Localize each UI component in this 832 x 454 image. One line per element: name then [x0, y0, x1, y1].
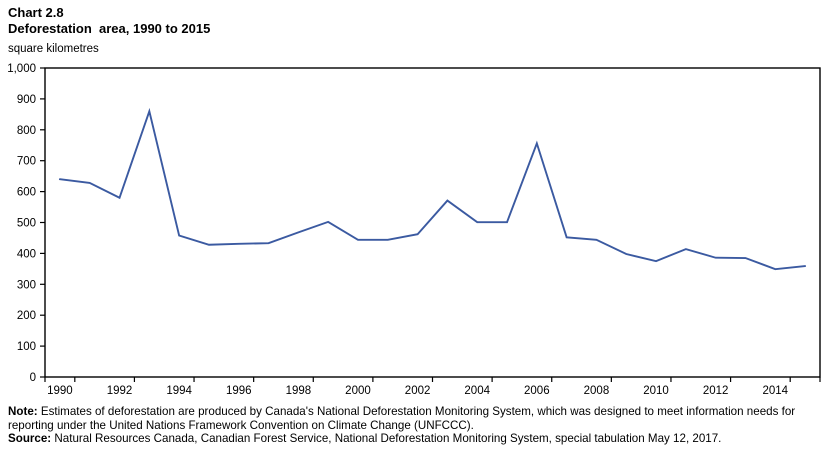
data-series-line	[58, 107, 807, 271]
y-axis-tick-label: 900	[17, 94, 36, 106]
y-axis-tick-label: 600	[17, 187, 36, 199]
y-axis-tick-label: 800	[17, 125, 36, 137]
x-axis-tick-label: 1998	[286, 385, 312, 397]
note-line: Note: Estimates of deforestation are pro…	[8, 405, 826, 432]
x-axis-tick-label: 2004	[464, 385, 490, 397]
deforestation-line-chart: 0 100 200 300 400 500 600 700 800 900 1,000 1990 199…	[7, 63, 821, 397]
x-axis-tick-label: 2006	[524, 385, 550, 397]
source-label: Source:	[8, 432, 52, 446]
x-axis-tick-label: 1992	[107, 385, 133, 397]
y-axis-tick-label: 1,000	[7, 63, 36, 75]
x-axis-tick-label: 2008	[584, 385, 610, 397]
x-axis-tick-label: 1996	[226, 385, 252, 397]
y-axis-tick-label: 400	[17, 248, 36, 260]
page-title: Deforestation area, 1990 to 2015	[8, 21, 211, 36]
x-axis-tick-label: 2012	[703, 385, 729, 397]
x-axis-tick-label: 2002	[405, 385, 431, 397]
x-axis-tick-label: 1994	[166, 385, 192, 397]
y-axis-tick-label: 700	[17, 156, 36, 168]
chart-notes: Note: Estimates of deforestation are pro…	[8, 405, 826, 446]
y-axis-tick-label: 100	[17, 341, 36, 353]
y-axis-tick-label: 300	[17, 279, 36, 291]
y-axis-tick-label: 0	[30, 372, 36, 384]
chart-number: Chart 2.8	[8, 5, 64, 20]
y-axis-tick-label: 200	[17, 310, 36, 322]
x-axis-tick-label: 2000	[345, 385, 371, 397]
x-axis-tick-label: 1990	[47, 385, 73, 397]
y-axis-unit-label: square kilometres	[8, 43, 99, 55]
source-text: Natural Resources Canada, Canadian Fores…	[54, 432, 722, 446]
x-axis-tick-label: 2014	[762, 385, 788, 397]
note-text: Estimates of deforestation are produced …	[8, 405, 796, 432]
note-label: Note:	[8, 405, 38, 418]
source-line: Source: Natural Resources Canada, Canadi…	[8, 432, 826, 446]
plot-border	[44, 67, 821, 378]
y-axis-tick-label: 500	[17, 218, 36, 230]
x-axis-tick-label: 2010	[643, 385, 669, 397]
